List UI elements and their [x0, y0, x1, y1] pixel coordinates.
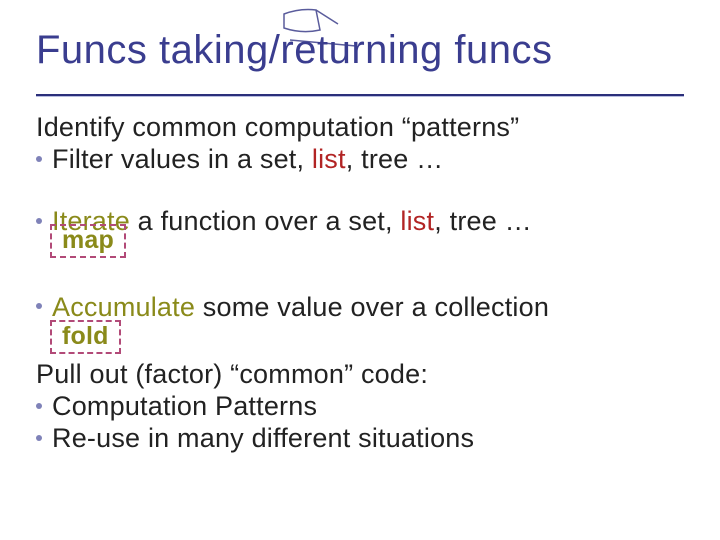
- bullet-dot-icon: [36, 218, 42, 224]
- spacer: [36, 323, 696, 359]
- spacer: [36, 238, 696, 292]
- underline-light: [36, 96, 684, 97]
- text-fragment: Filter values in a set,: [52, 144, 312, 174]
- bullet-filter: Filter values in a set, list, tree …: [36, 144, 696, 176]
- slide-root: Funcs taking/returning funcs Identify co…: [0, 0, 720, 540]
- bullet-dot-icon: [36, 156, 42, 162]
- emphasis-list: list: [400, 206, 434, 236]
- spacer: [36, 176, 696, 206]
- text-fragment: some value over a collection: [195, 292, 549, 322]
- bullet-reuse: Re-use in many different situations: [36, 423, 696, 455]
- bullet-dot-icon: [36, 303, 42, 309]
- tag-map: map: [50, 224, 126, 259]
- slide-body: Identify common computation “patterns” F…: [36, 112, 696, 455]
- title-underline: [36, 94, 684, 98]
- emphasis-list: list: [312, 144, 346, 174]
- bullet-accumulate: Accumulate some value over a collection: [36, 292, 696, 324]
- bullet-dot-icon: [36, 403, 42, 409]
- iterate-block: Iterate a function over a set, list, tre…: [36, 206, 696, 238]
- bullet-iterate: Iterate a function over a set, list, tre…: [36, 206, 696, 238]
- line-pullout: Pull out (factor) “common” code:: [36, 359, 696, 391]
- tag-fold: fold: [50, 320, 121, 355]
- accumulate-block: Accumulate some value over a collection …: [36, 292, 696, 324]
- text-fragment: Re-use in many different situations: [52, 423, 474, 453]
- text-fragment: , tree …: [434, 206, 532, 236]
- highlight-accumulate: Accumulate: [52, 292, 195, 322]
- line-identify: Identify common computation “patterns”: [36, 112, 696, 144]
- bullet-computation-patterns: Computation Patterns: [36, 391, 696, 423]
- text-fragment: , tree …: [346, 144, 444, 174]
- slide-title: Funcs taking/returning funcs: [36, 28, 696, 72]
- text-fragment: Computation Patterns: [52, 391, 317, 421]
- text-fragment: a function over a set,: [130, 206, 400, 236]
- bullet-dot-icon: [36, 435, 42, 441]
